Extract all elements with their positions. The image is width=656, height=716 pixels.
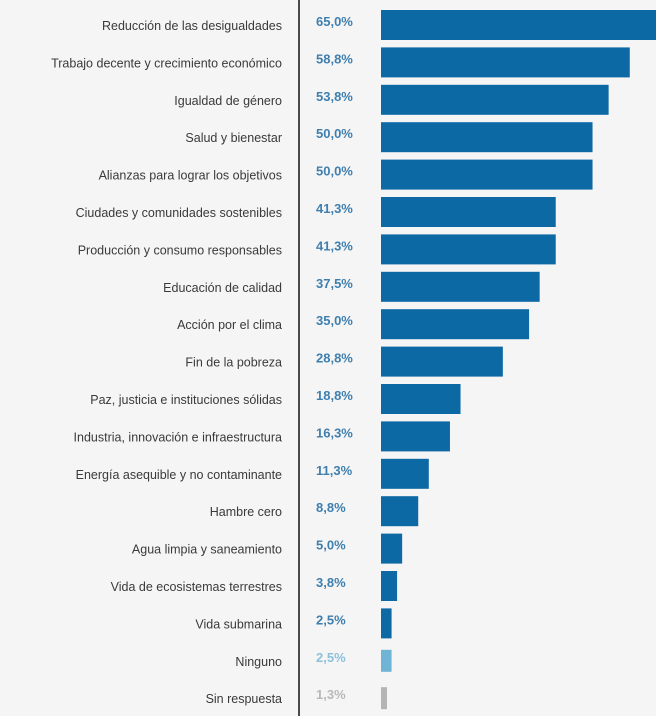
bar [381,47,630,78]
category-label: Acción por el clima [177,318,282,332]
bar [381,687,387,710]
category-label: Educación de calidad [163,281,282,295]
value-label: 35,0% [316,313,353,328]
value-label: 50,0% [316,126,353,141]
value-label: 3,8% [316,575,346,590]
value-label: 28,8% [316,351,353,366]
value-label: 53,8% [316,89,353,104]
bar [381,533,403,564]
bar [381,571,398,601]
value-label: 41,3% [316,201,353,216]
category-label: Paz, justicia e instituciones sólidas [90,393,282,407]
bar [381,271,540,302]
bar [381,10,656,40]
category-label: Sin respuesta [206,692,282,706]
category-label: Fin de la pobreza [185,356,282,370]
bar [381,384,461,414]
bar [381,649,392,672]
value-label: 2,5% [316,612,346,627]
category-label: Vida submarina [195,617,282,631]
category-label: Producción y consumo responsables [78,243,282,257]
category-label: Salud y bienestar [185,131,282,145]
bar [381,458,429,489]
bars-group [381,10,656,710]
bar [381,234,556,265]
value-label: 11,3% [316,463,353,478]
value-label: 58,8% [316,51,353,66]
category-label: Trabajo decente y crecimiento económico [51,56,282,70]
category-label: Industria, innovación e infraestructura [74,430,282,444]
value-label: 65,0% [316,14,353,29]
category-label: Hambre cero [210,505,282,519]
bar [381,346,503,377]
bar [381,309,530,340]
bar [381,421,450,452]
bar [381,159,593,190]
category-label: Vida de ecosistemas terrestres [111,580,282,594]
category-label: Reducción de las desigualdades [102,19,282,33]
category-label: Energía asequible y no contaminante [76,468,282,482]
bar [381,84,609,115]
value-label: 2,5% [316,650,346,665]
category-label: Igualdad de género [174,94,282,108]
category-label: Ninguno [235,655,282,669]
value-label: 41,3% [316,238,353,253]
category-label: Agua limpia y saneamiento [132,543,282,557]
bar [381,608,392,639]
category-labels-group: Reducción de las desigualdades Trabajo de… [51,19,282,706]
bar [381,122,593,153]
value-labels-group: 65,0% 58,8% 53,8% 50,0% 50,0% 41,3% 41,3% 37,5%… [316,14,353,702]
category-label: Alianzas para lograr los objetivos [99,169,282,183]
value-label: 37,5% [316,276,353,291]
bar [381,496,419,527]
value-label: 1,3% [316,687,346,702]
category-label: Ciudades y comunidades sostenibles [76,206,282,220]
value-label: 5,0% [316,538,346,553]
value-label: 8,8% [316,500,346,515]
value-label: 16,3% [316,425,353,440]
value-label: 50,0% [316,164,353,179]
bar [381,197,556,227]
value-label: 18,8% [316,388,353,403]
